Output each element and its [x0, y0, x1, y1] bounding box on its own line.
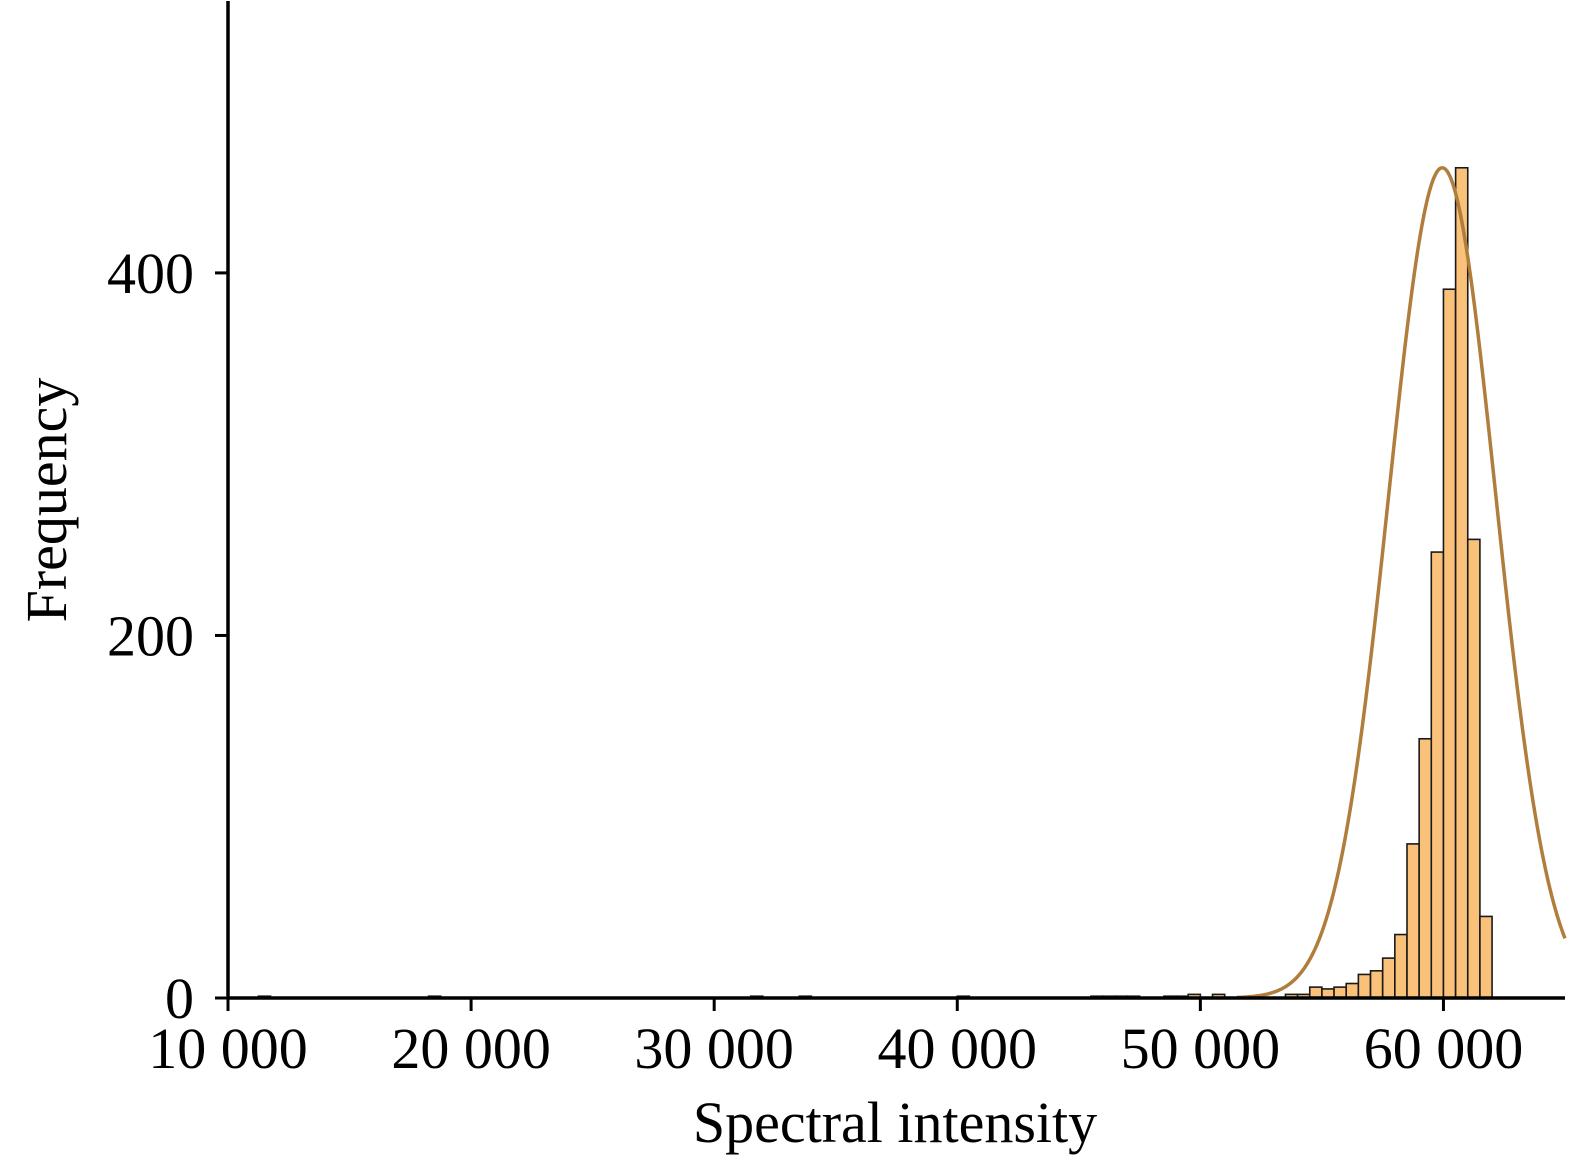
y-tick-label: 400 — [107, 241, 194, 306]
histogram-bar-21 — [1369, 970, 1384, 999]
histogram-bar-28 — [1454, 166, 1469, 999]
histogram-bar-29 — [1466, 538, 1481, 999]
histogram-bar-24 — [1406, 843, 1420, 999]
x-tick-label: 10 000 — [148, 1016, 308, 1081]
x-tick-label: 30 000 — [634, 1016, 794, 1081]
y-tick-label: 200 — [107, 603, 194, 668]
histogram-bar-30 — [1479, 915, 1493, 999]
histogram-bar-26 — [1430, 551, 1445, 999]
x-axis-title: Spectral intensity — [693, 1090, 1097, 1155]
histogram-bars — [257, 166, 1493, 999]
histogram-bar-27 — [1442, 288, 1457, 999]
x-tick-label: 60 000 — [1364, 1016, 1524, 1081]
x-axis-ticks: 10 000 20 000 30 000 40 000 50 000 60 000 — [148, 998, 1523, 1081]
histogram-bar-20 — [1357, 973, 1372, 999]
histogram-bar-23 — [1394, 933, 1408, 999]
histogram-bar-25 — [1418, 737, 1433, 999]
y-tick-label: 0 — [165, 966, 194, 1031]
x-tick-label: 20 000 — [391, 1016, 551, 1081]
x-tick-label: 50 000 — [1121, 1016, 1281, 1081]
histogram-bar-22 — [1381, 957, 1396, 999]
x-tick-label: 40 000 — [878, 1016, 1038, 1081]
y-axis-title: Frequency — [14, 378, 79, 623]
histogram-bar-19 — [1345, 982, 1360, 999]
y-axis-ticks: 0 200 400 — [107, 241, 228, 1031]
normal-fit-curve — [1236, 165, 1567, 1000]
